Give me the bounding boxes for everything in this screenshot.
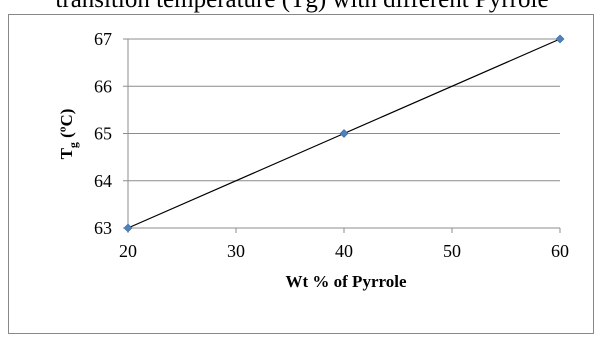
y-axis-title-rest: (ºC) (57, 109, 76, 142)
y-tick-label: 63 (94, 218, 112, 238)
x-tick-label: 40 (335, 241, 353, 261)
chart-frame (8, 14, 594, 334)
y-tick-label: 66 (94, 76, 112, 96)
figure-caption: transition temperature (Tg) with differe… (0, 0, 604, 14)
data-point-marker (123, 223, 133, 233)
y-tick-label: 65 (94, 124, 112, 144)
x-tick-label: 60 (551, 241, 569, 261)
x-tick-label: 30 (227, 241, 245, 261)
series-layer (123, 34, 565, 233)
y-axis-title-base: T (57, 147, 76, 159)
x-tick-label: 20 (119, 241, 137, 261)
y-axis-title: Tg (ºC) (57, 109, 80, 160)
y-tick-label: 64 (94, 171, 112, 191)
grid-layer (128, 38, 560, 182)
x-axis-title: Wt % of Pyrrole (285, 272, 406, 291)
x-tick-label: 50 (443, 241, 461, 261)
data-point-marker (339, 129, 349, 138)
axis-layer (123, 38, 561, 233)
data-point-marker (555, 34, 565, 44)
y-tick-label: 67 (94, 29, 112, 49)
y-axis-title-sub: g (66, 142, 80, 148)
label-layer: 63 64 65 66 67 20 30 40 50 60 (94, 29, 569, 261)
